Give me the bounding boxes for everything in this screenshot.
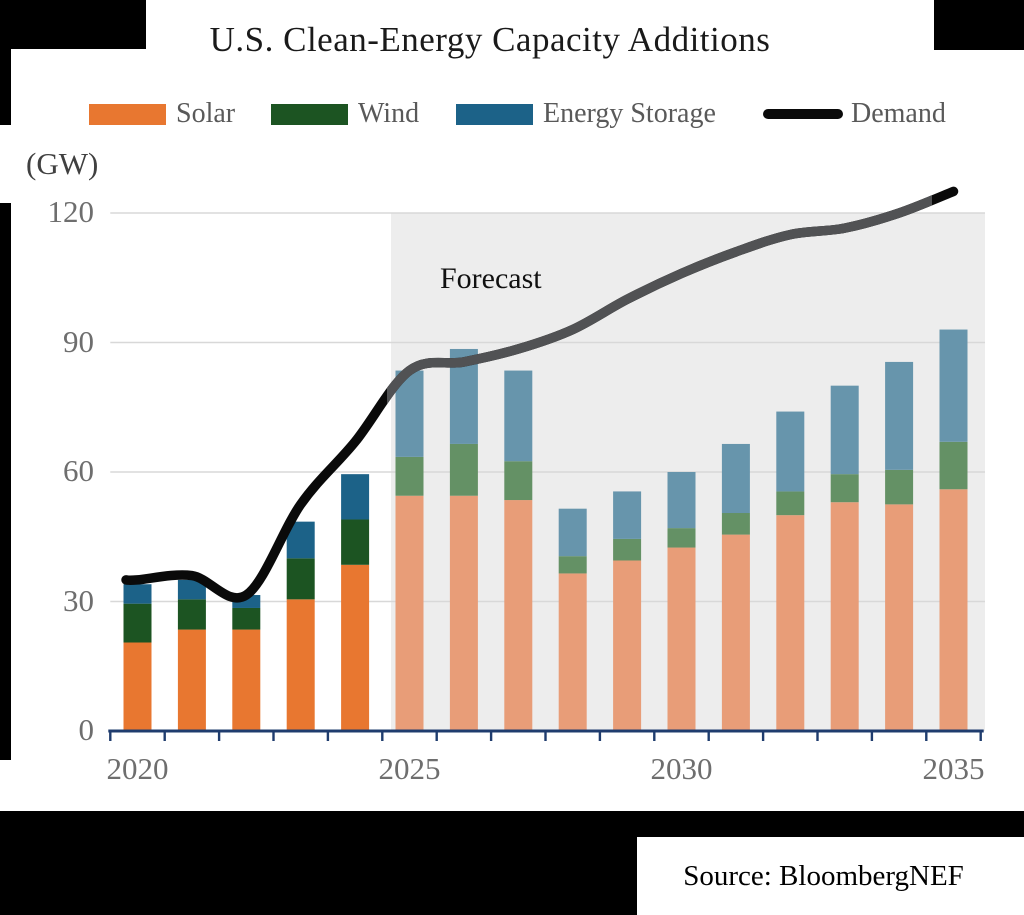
legend-label-solar: Solar — [176, 98, 236, 129]
bar-2033-energy-storage — [830, 385, 859, 475]
bar-2027-solar — [504, 500, 533, 731]
bar-2028-energy-storage — [558, 508, 587, 557]
bar-2023-wind — [286, 558, 315, 600]
bar-2021-wind — [177, 599, 206, 630]
source-label: Source: BloombergNEF — [683, 859, 964, 892]
y-tick-label-90: 90 — [63, 323, 94, 359]
bar-2035-wind — [939, 441, 968, 490]
energy-storage-swatch-icon — [456, 103, 533, 125]
x-tick-label-2035: 2035 — [922, 751, 985, 786]
bar-2031-energy-storage — [721, 443, 750, 514]
y-tick-label-120: 120 — [47, 194, 95, 229]
bar-2024-wind — [341, 519, 370, 565]
bar-2032-wind — [776, 491, 805, 516]
bar-2028-solar — [558, 573, 587, 731]
legend-label-energy-storage: Energy Storage — [543, 98, 716, 129]
bar-2034-wind — [885, 469, 914, 505]
bar-2033-solar — [830, 502, 859, 731]
bar-2034-energy-storage — [885, 361, 914, 470]
bar-2020-energy-storage — [123, 584, 152, 604]
bar-2027-energy-storage — [504, 370, 533, 462]
legend-label-wind: Wind — [358, 98, 420, 129]
bar-2022-solar — [232, 629, 261, 731]
bar-2035-solar — [939, 489, 968, 731]
wind-swatch-icon — [271, 103, 348, 125]
bar-2024-solar — [341, 564, 370, 731]
bar-2030-solar — [667, 547, 696, 731]
bar-2026-solar — [449, 495, 478, 731]
x-tick-label-2025: 2025 — [378, 751, 441, 786]
legend-label-demand: Demand — [851, 98, 946, 129]
bar-2027-wind — [504, 461, 533, 501]
bar-2021-solar — [177, 629, 206, 731]
legend-item-demand: Demand — [763, 96, 946, 132]
bar-2033-wind — [830, 474, 859, 503]
bar-2024-energy-storage — [341, 474, 370, 520]
bar-2020-solar — [123, 642, 152, 731]
demand-line-forecast-segment — [387, 195, 932, 405]
bar-2025-wind — [395, 456, 424, 496]
y-tick-label-30: 30 — [63, 582, 94, 618]
bar-2023-solar — [286, 599, 315, 731]
bar-2030-wind — [667, 528, 696, 548]
border-strip-left-upper — [0, 49, 11, 125]
y-tick-label-60: 60 — [63, 453, 94, 488]
bar-2029-energy-storage — [613, 491, 642, 539]
bar-2032-solar — [776, 515, 805, 731]
bar-2025-solar — [395, 495, 424, 731]
bar-2030-energy-storage — [667, 472, 696, 529]
demand-line-swatch-icon — [763, 109, 843, 119]
y-axis-unit-label: (GW) — [26, 146, 99, 181]
bar-2022-wind — [232, 607, 261, 630]
bar-2028-wind — [558, 556, 587, 574]
y-tick-label-0: 0 — [78, 712, 95, 747]
bar-2035-energy-storage — [939, 329, 968, 442]
bar-2029-solar — [613, 560, 642, 731]
bar-2020-wind — [123, 603, 152, 643]
bar-2021-energy-storage — [177, 579, 206, 600]
x-tick-label-2030: 2030 — [650, 751, 713, 786]
chart-title: U.S. Clean-Energy Capacity Additions — [209, 20, 771, 59]
solar-swatch-icon — [89, 103, 166, 125]
bar-2026-wind — [449, 443, 478, 496]
legend-item-solar: Solar — [89, 96, 235, 132]
source-box: Source: BloombergNEF — [637, 837, 1024, 915]
border-block-top-left — [0, 0, 146, 49]
legend-item-energy-storage: Energy Storage — [456, 96, 716, 132]
bar-2034-solar — [885, 504, 914, 731]
bar-2031-solar — [721, 534, 750, 731]
bar-2031-wind — [721, 513, 750, 535]
x-tick-label-2020: 2020 — [106, 751, 169, 786]
legend-item-wind: Wind — [271, 96, 419, 132]
bar-2032-energy-storage — [776, 411, 805, 492]
bar-2029-wind — [613, 538, 642, 561]
border-block-top-right — [934, 0, 1024, 50]
forecast-annotation: Forecast — [440, 262, 542, 295]
border-strip-left-lower — [0, 203, 11, 760]
